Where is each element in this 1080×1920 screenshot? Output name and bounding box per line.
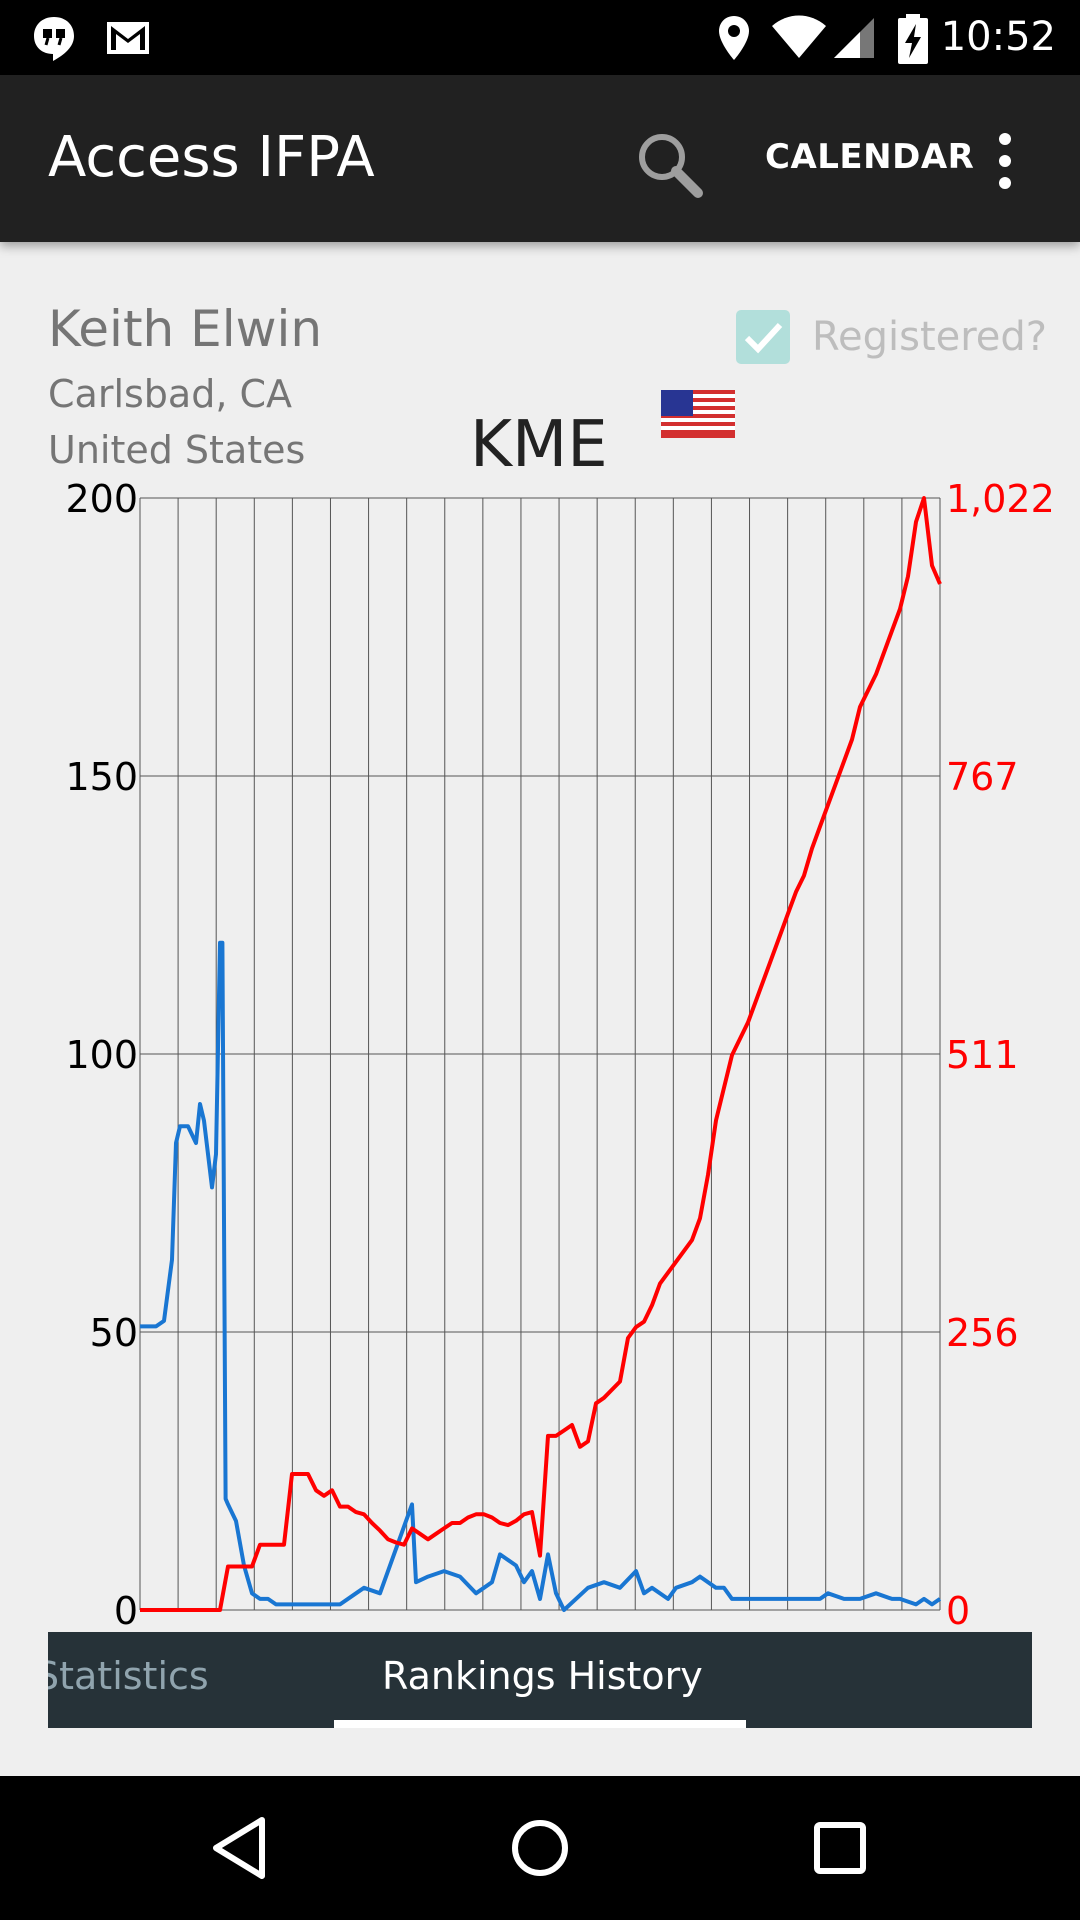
left-tick-label: 200: [65, 477, 138, 521]
chart-series: [140, 496, 942, 1612]
hangouts-icon: [34, 17, 74, 61]
left-tick-label: 150: [65, 755, 138, 799]
status-bar: 10:52: [0, 0, 1080, 75]
tab-bar: Statistics Rankings History: [48, 1632, 1032, 1728]
left-tick-label: 50: [90, 1311, 138, 1355]
player-name: Keith Elwin: [48, 300, 323, 358]
recents-icon[interactable]: [800, 1808, 880, 1888]
rankings-history-chart: 0 50 100 150 200 0 256 511 767 1,022: [65, 477, 1055, 1633]
right-tick-label: 767: [946, 755, 1019, 799]
player-initials: KME: [470, 408, 608, 482]
gmail-icon: [107, 22, 149, 54]
chart-grid: [139, 497, 941, 1611]
more-vert-icon[interactable]: [985, 133, 1025, 203]
series-line-1: [140, 496, 942, 1612]
wifi-icon: [772, 15, 826, 58]
location-icon: [719, 16, 749, 60]
registered-label: Registered?: [812, 314, 1048, 360]
status-time: 10:52: [940, 14, 1056, 60]
calendar-button[interactable]: CALENDAR: [765, 137, 975, 177]
tab-rankings-history[interactable]: Rankings History: [382, 1654, 703, 1698]
right-tick-label: 511: [946, 1033, 1019, 1077]
tab-indicator: [334, 1720, 746, 1728]
signal-icon: [834, 18, 874, 58]
home-icon[interactable]: [500, 1808, 580, 1888]
left-axis: 0 50 100 150 200: [65, 477, 138, 1633]
right-tick-label: 0: [946, 1589, 970, 1633]
left-tick-label: 0: [114, 1589, 138, 1633]
player-city: Carlsbad, CA: [48, 372, 293, 416]
left-tick-label: 100: [65, 1033, 138, 1077]
battery-charging-icon: [898, 14, 928, 64]
us-flag-icon: [661, 390, 735, 438]
app-title: Access IFPA: [48, 125, 375, 190]
checkbox-icon[interactable]: [736, 310, 790, 364]
right-tick-label: 256: [946, 1311, 1019, 1355]
right-axis: 0 256 511 767 1,022: [946, 477, 1055, 1633]
navigation-bar: [0, 1776, 1080, 1920]
player-country: United States: [48, 428, 306, 472]
search-icon[interactable]: [630, 125, 710, 205]
tab-statistics[interactable]: Statistics: [48, 1654, 209, 1698]
series-line-0: [140, 940, 942, 1612]
app-bar: Access IFPA CALENDAR: [0, 75, 1080, 242]
right-tick-label: 1,022: [946, 477, 1055, 521]
back-icon[interactable]: [200, 1808, 280, 1888]
